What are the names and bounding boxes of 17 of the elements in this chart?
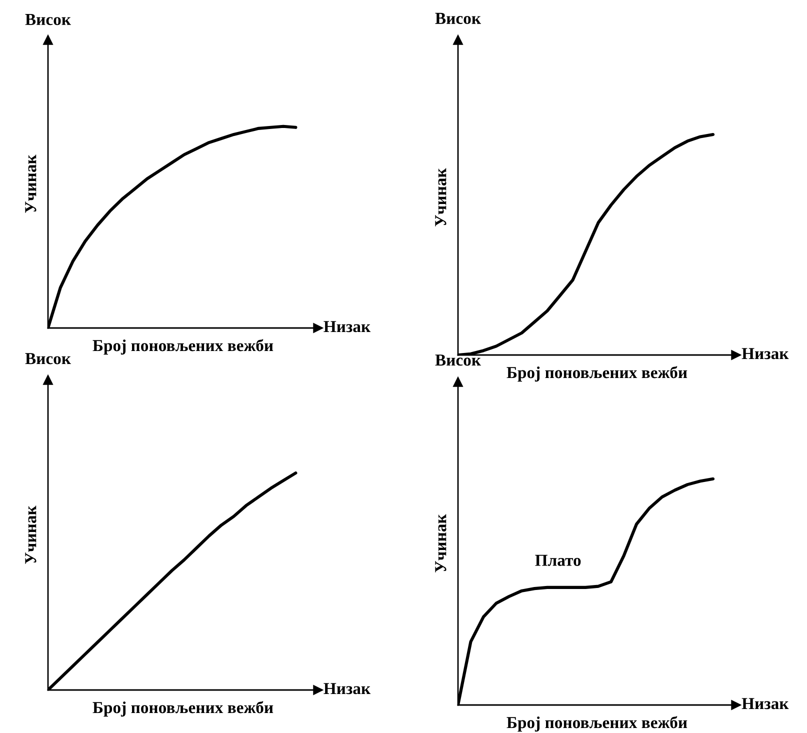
annotation: Висок xyxy=(435,354,481,366)
annotation: Плато xyxy=(535,554,581,566)
text: Низак xyxy=(742,348,789,360)
text: Висок xyxy=(25,353,71,364)
text: Низак xyxy=(324,321,371,332)
text: Висок xyxy=(25,14,71,26)
x-axis-title: Број поновљених вежби xyxy=(506,366,688,382)
y-axis-title: Учинак xyxy=(25,154,36,213)
y-axis-title: Учинак xyxy=(435,168,446,226)
text: Низак xyxy=(742,698,789,710)
x-axis-title: Број поновљених вежби xyxy=(92,339,274,355)
y-axis-title: Учинак xyxy=(435,514,446,572)
text: Висок xyxy=(435,12,481,24)
text: Низак xyxy=(324,683,371,694)
y-axis-title: Учинак xyxy=(25,506,36,564)
x-axis-title: Број поновљених вежби xyxy=(92,701,274,717)
x-axis-title: Број поновљених вежби xyxy=(506,716,688,732)
